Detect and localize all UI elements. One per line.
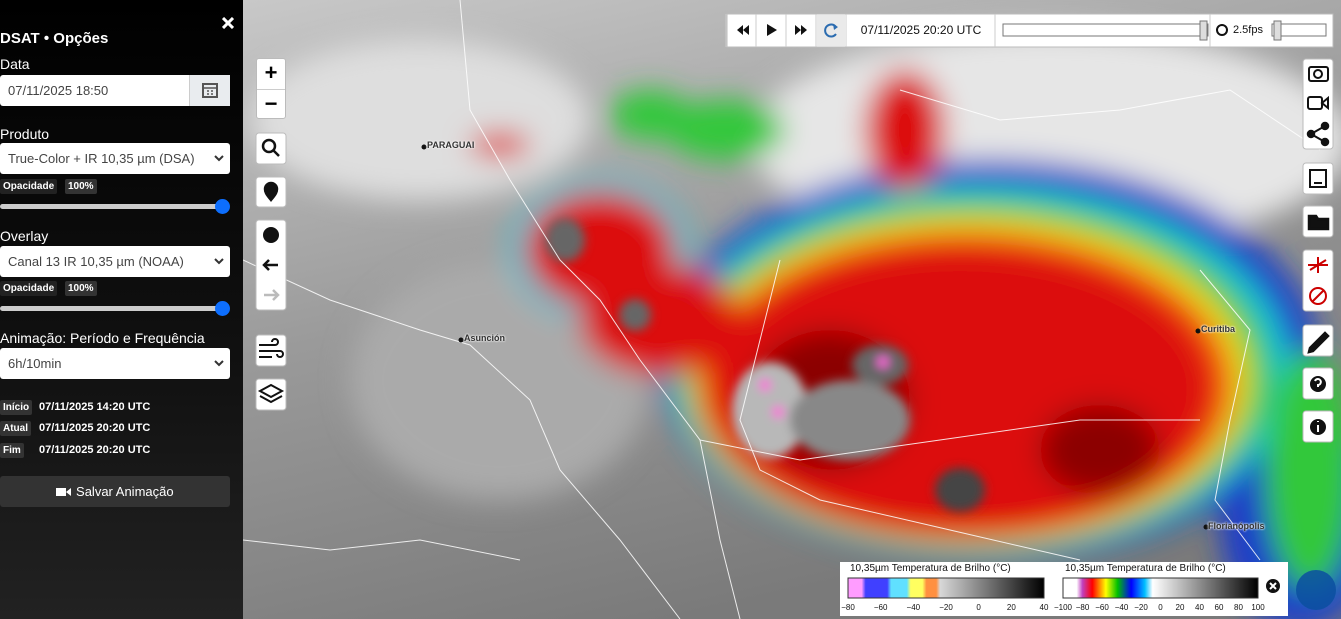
sidebar: DSAT • Opções Data 07/11/2025 18:50 Prod… — [0, 0, 243, 619]
legend-tick: 0 — [1158, 603, 1163, 612]
opacity-slider[interactable] — [0, 199, 230, 214]
map-label: Asunción — [464, 333, 506, 343]
product-label: Produto — [0, 126, 50, 142]
save-label: Salvar Animação — [76, 484, 174, 499]
date-label: Data — [0, 56, 30, 72]
zoom-in[interactable]: + — [257, 59, 285, 90]
close-icon[interactable] — [222, 17, 234, 29]
legend-tick: 20 — [1006, 603, 1016, 612]
opacity-value: 100% — [65, 179, 97, 194]
opacity-label: Opacidade — [0, 179, 58, 194]
legend-tick: −80 — [841, 603, 855, 612]
legend-tick: −60 — [873, 603, 888, 612]
player-fps: 2.5fps — [1233, 24, 1263, 36]
overlay-label: Overlay — [0, 228, 49, 244]
time-value: 07/11/2025 20:20 UTC — [39, 444, 151, 456]
product-value: True-Color + IR 10,35 µm (DSA) — [8, 151, 195, 166]
satellite-map[interactable] — [243, 0, 1341, 619]
legend-tick: 40 — [1039, 603, 1049, 612]
map-label: Florianópolis — [1208, 521, 1265, 531]
map-label: Curitiba — [1201, 324, 1236, 334]
calendar-button[interactable] — [189, 75, 230, 106]
overlay-select[interactable]: Canal 13 IR 10,35 µm (NOAA) — [0, 246, 230, 277]
player-time: 07/11/2025 20:20 UTC — [860, 23, 982, 37]
time-value: 07/11/2025 14:20 UTC — [39, 401, 151, 413]
legend-tick: −20 — [1134, 603, 1148, 612]
opacity-value: 100% — [65, 281, 97, 296]
legend-tick: 40 — [1195, 603, 1204, 612]
save-button[interactable]: Salvar Animação — [0, 476, 230, 507]
legend-tick: −40 — [906, 603, 921, 612]
legend-title: 10,35µm Temperatura de Brilho (°C) — [850, 563, 1011, 574]
legend-tick: −60 — [1095, 603, 1109, 612]
time-value: 07/11/2025 20:20 UTC — [39, 422, 151, 434]
legend-tick: 20 — [1175, 603, 1185, 612]
legend-tick: −80 — [1075, 603, 1090, 612]
legend-tick: −20 — [939, 603, 953, 612]
overlay-value: Canal 13 IR 10,35 µm (NOAA) — [8, 254, 184, 269]
time-label: Início — [0, 400, 33, 415]
time-label: Atual — [0, 421, 31, 436]
animation-value: 6h/10min — [8, 356, 62, 371]
opacity-slider[interactable] — [0, 301, 230, 316]
date-input[interactable]: 07/11/2025 18:50 — [0, 75, 230, 106]
opacity-label: Opacidade — [0, 281, 58, 296]
legend-tick: −40 — [1114, 603, 1129, 612]
animation-select[interactable]: 6h/10min — [0, 348, 230, 379]
product-select[interactable]: True-Color + IR 10,35 µm (DSA) — [0, 143, 230, 174]
map-label: PARAGUAI — [427, 140, 475, 150]
legend-title: 10,35µm Temperatura de Brilho (°C) — [1065, 563, 1226, 574]
legend-tick: 60 — [1214, 603, 1224, 612]
date-value: 07/11/2025 18:50 — [8, 83, 109, 98]
legend-tick: 0 — [976, 603, 981, 612]
time-label: Fim — [0, 443, 24, 458]
animation-label: Animação: Período e Frequência — [0, 330, 205, 346]
zoom-control: + − — [256, 58, 286, 119]
legend-tick: 100 — [1251, 603, 1265, 612]
zoom-out[interactable]: − — [264, 91, 278, 116]
sidebar-title: DSAT • Opções — [0, 30, 109, 47]
legend-tick: 80 — [1234, 603, 1243, 612]
legend-tick: −100 — [1053, 603, 1073, 612]
